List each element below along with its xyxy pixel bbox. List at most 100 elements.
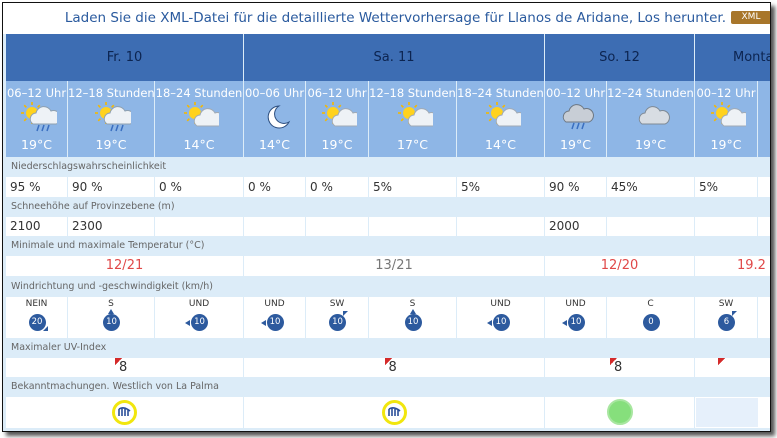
temperature: 19°C xyxy=(560,137,591,152)
temperature: 14°C xyxy=(485,137,516,152)
icon-part xyxy=(488,118,492,122)
row-label: Niederschlagswahrscheinlichkeit xyxy=(11,161,167,172)
icon-part xyxy=(397,102,433,127)
wind-speed: 10 xyxy=(567,314,585,331)
period-label: 18–24 Stunden xyxy=(155,86,243,100)
wind-arrow xyxy=(343,311,348,316)
snow-value xyxy=(369,217,456,236)
period-label: 12–24 Stunden xyxy=(607,86,694,100)
period-label: 06–12 Uhr xyxy=(6,86,67,100)
precip-value: 0 % xyxy=(244,177,305,197)
snow-value xyxy=(155,217,243,236)
icon-part xyxy=(338,104,342,108)
precip-value: 5% xyxy=(695,177,757,197)
icon-part xyxy=(638,106,670,125)
wind-direction: UND xyxy=(264,299,285,309)
icon-part xyxy=(580,122,585,130)
top-bar xyxy=(3,3,770,34)
icon-part xyxy=(97,118,101,122)
wind-speed: 10 xyxy=(191,314,208,331)
icon-part xyxy=(485,102,521,127)
precip-value: 5% xyxy=(369,177,456,197)
icon-part xyxy=(184,102,219,127)
uv-cell xyxy=(244,358,544,377)
uv-value: 8 xyxy=(388,360,397,375)
snow-value: 2000 xyxy=(545,217,606,236)
wave-glyph xyxy=(387,407,401,416)
snow-value xyxy=(695,217,757,236)
minmax-cell: 19.2 xyxy=(695,256,770,276)
snow-value xyxy=(607,217,694,236)
icon-part xyxy=(711,102,746,127)
snow-value xyxy=(306,217,368,236)
icon-part xyxy=(97,104,101,108)
wind-speed: 10 xyxy=(329,314,346,331)
icon-part xyxy=(193,108,219,127)
icon-part xyxy=(400,118,404,122)
wind-arrow xyxy=(185,320,190,326)
icon-part xyxy=(20,102,57,132)
weather-icon xyxy=(558,102,596,134)
weather-icon xyxy=(257,102,295,134)
wind-arrow xyxy=(561,320,567,326)
warning-icon xyxy=(112,400,137,425)
icon-part xyxy=(23,104,27,108)
uv-value: 8 xyxy=(119,360,128,375)
wind-arrow xyxy=(732,311,737,316)
icon-part xyxy=(118,407,131,416)
wind-arrow xyxy=(42,326,48,331)
icon-part xyxy=(110,124,114,132)
wind-speed: 20 xyxy=(28,314,46,331)
precip-value: 95 % xyxy=(6,177,67,197)
weather-icon xyxy=(395,102,433,134)
icon-part xyxy=(95,102,131,132)
precip-value: 5% xyxy=(457,177,544,197)
weather-icon xyxy=(633,102,671,134)
icon-part xyxy=(488,104,492,108)
icon-part xyxy=(638,106,670,125)
wind-direction: S xyxy=(108,299,114,309)
icon-part xyxy=(267,105,290,129)
wind-speed: 10 xyxy=(492,314,510,331)
blank-cell xyxy=(758,297,770,338)
row-label: Minimale und maximale Temperatur (°C) xyxy=(11,240,205,251)
wind-speed: 0 xyxy=(642,314,660,331)
icon-part xyxy=(35,124,40,132)
xml-button[interactable]: XML xyxy=(731,11,770,24)
icon-part xyxy=(324,104,328,108)
snow-value: 2100 xyxy=(6,217,67,236)
wind-arrow xyxy=(409,309,416,314)
wind-direction: SW xyxy=(718,299,734,309)
wind-arrow xyxy=(260,320,266,326)
temperature: 14°C xyxy=(183,137,215,152)
icon-part xyxy=(570,122,575,130)
blank-cell xyxy=(758,217,770,236)
icon-part xyxy=(720,108,746,127)
icon-part xyxy=(331,108,357,127)
wind-direction: S xyxy=(409,299,416,309)
period-label: 00–12 Uhr xyxy=(545,86,606,100)
icon-part xyxy=(45,124,50,132)
day-header: Fr. 10 xyxy=(6,34,243,81)
icon-part xyxy=(120,124,124,132)
row-label: Windrichtung und -geschwindigkeit (km/h) xyxy=(11,281,213,292)
period-label: 00–12 Uhr xyxy=(696,86,756,100)
wind-direction: NEIN xyxy=(25,299,48,309)
uv-cell xyxy=(545,358,694,377)
temperature: 19°C xyxy=(710,137,742,152)
uv-flag xyxy=(610,358,617,365)
weather-icon xyxy=(319,102,357,134)
uv-flag xyxy=(115,358,122,365)
temperature: 19°C xyxy=(321,137,353,152)
icon-part xyxy=(562,104,594,123)
wave-glyph xyxy=(118,407,131,416)
icon-part xyxy=(324,118,328,122)
icon-part xyxy=(267,105,290,129)
icon-part xyxy=(727,104,731,108)
blank-cell xyxy=(758,177,770,197)
icon-part xyxy=(387,407,401,416)
wind-speed: 10 xyxy=(404,314,422,331)
precip-value: 0 % xyxy=(155,177,243,197)
period-label: 00–06 Uhr xyxy=(244,86,305,100)
icon-part xyxy=(562,104,594,130)
